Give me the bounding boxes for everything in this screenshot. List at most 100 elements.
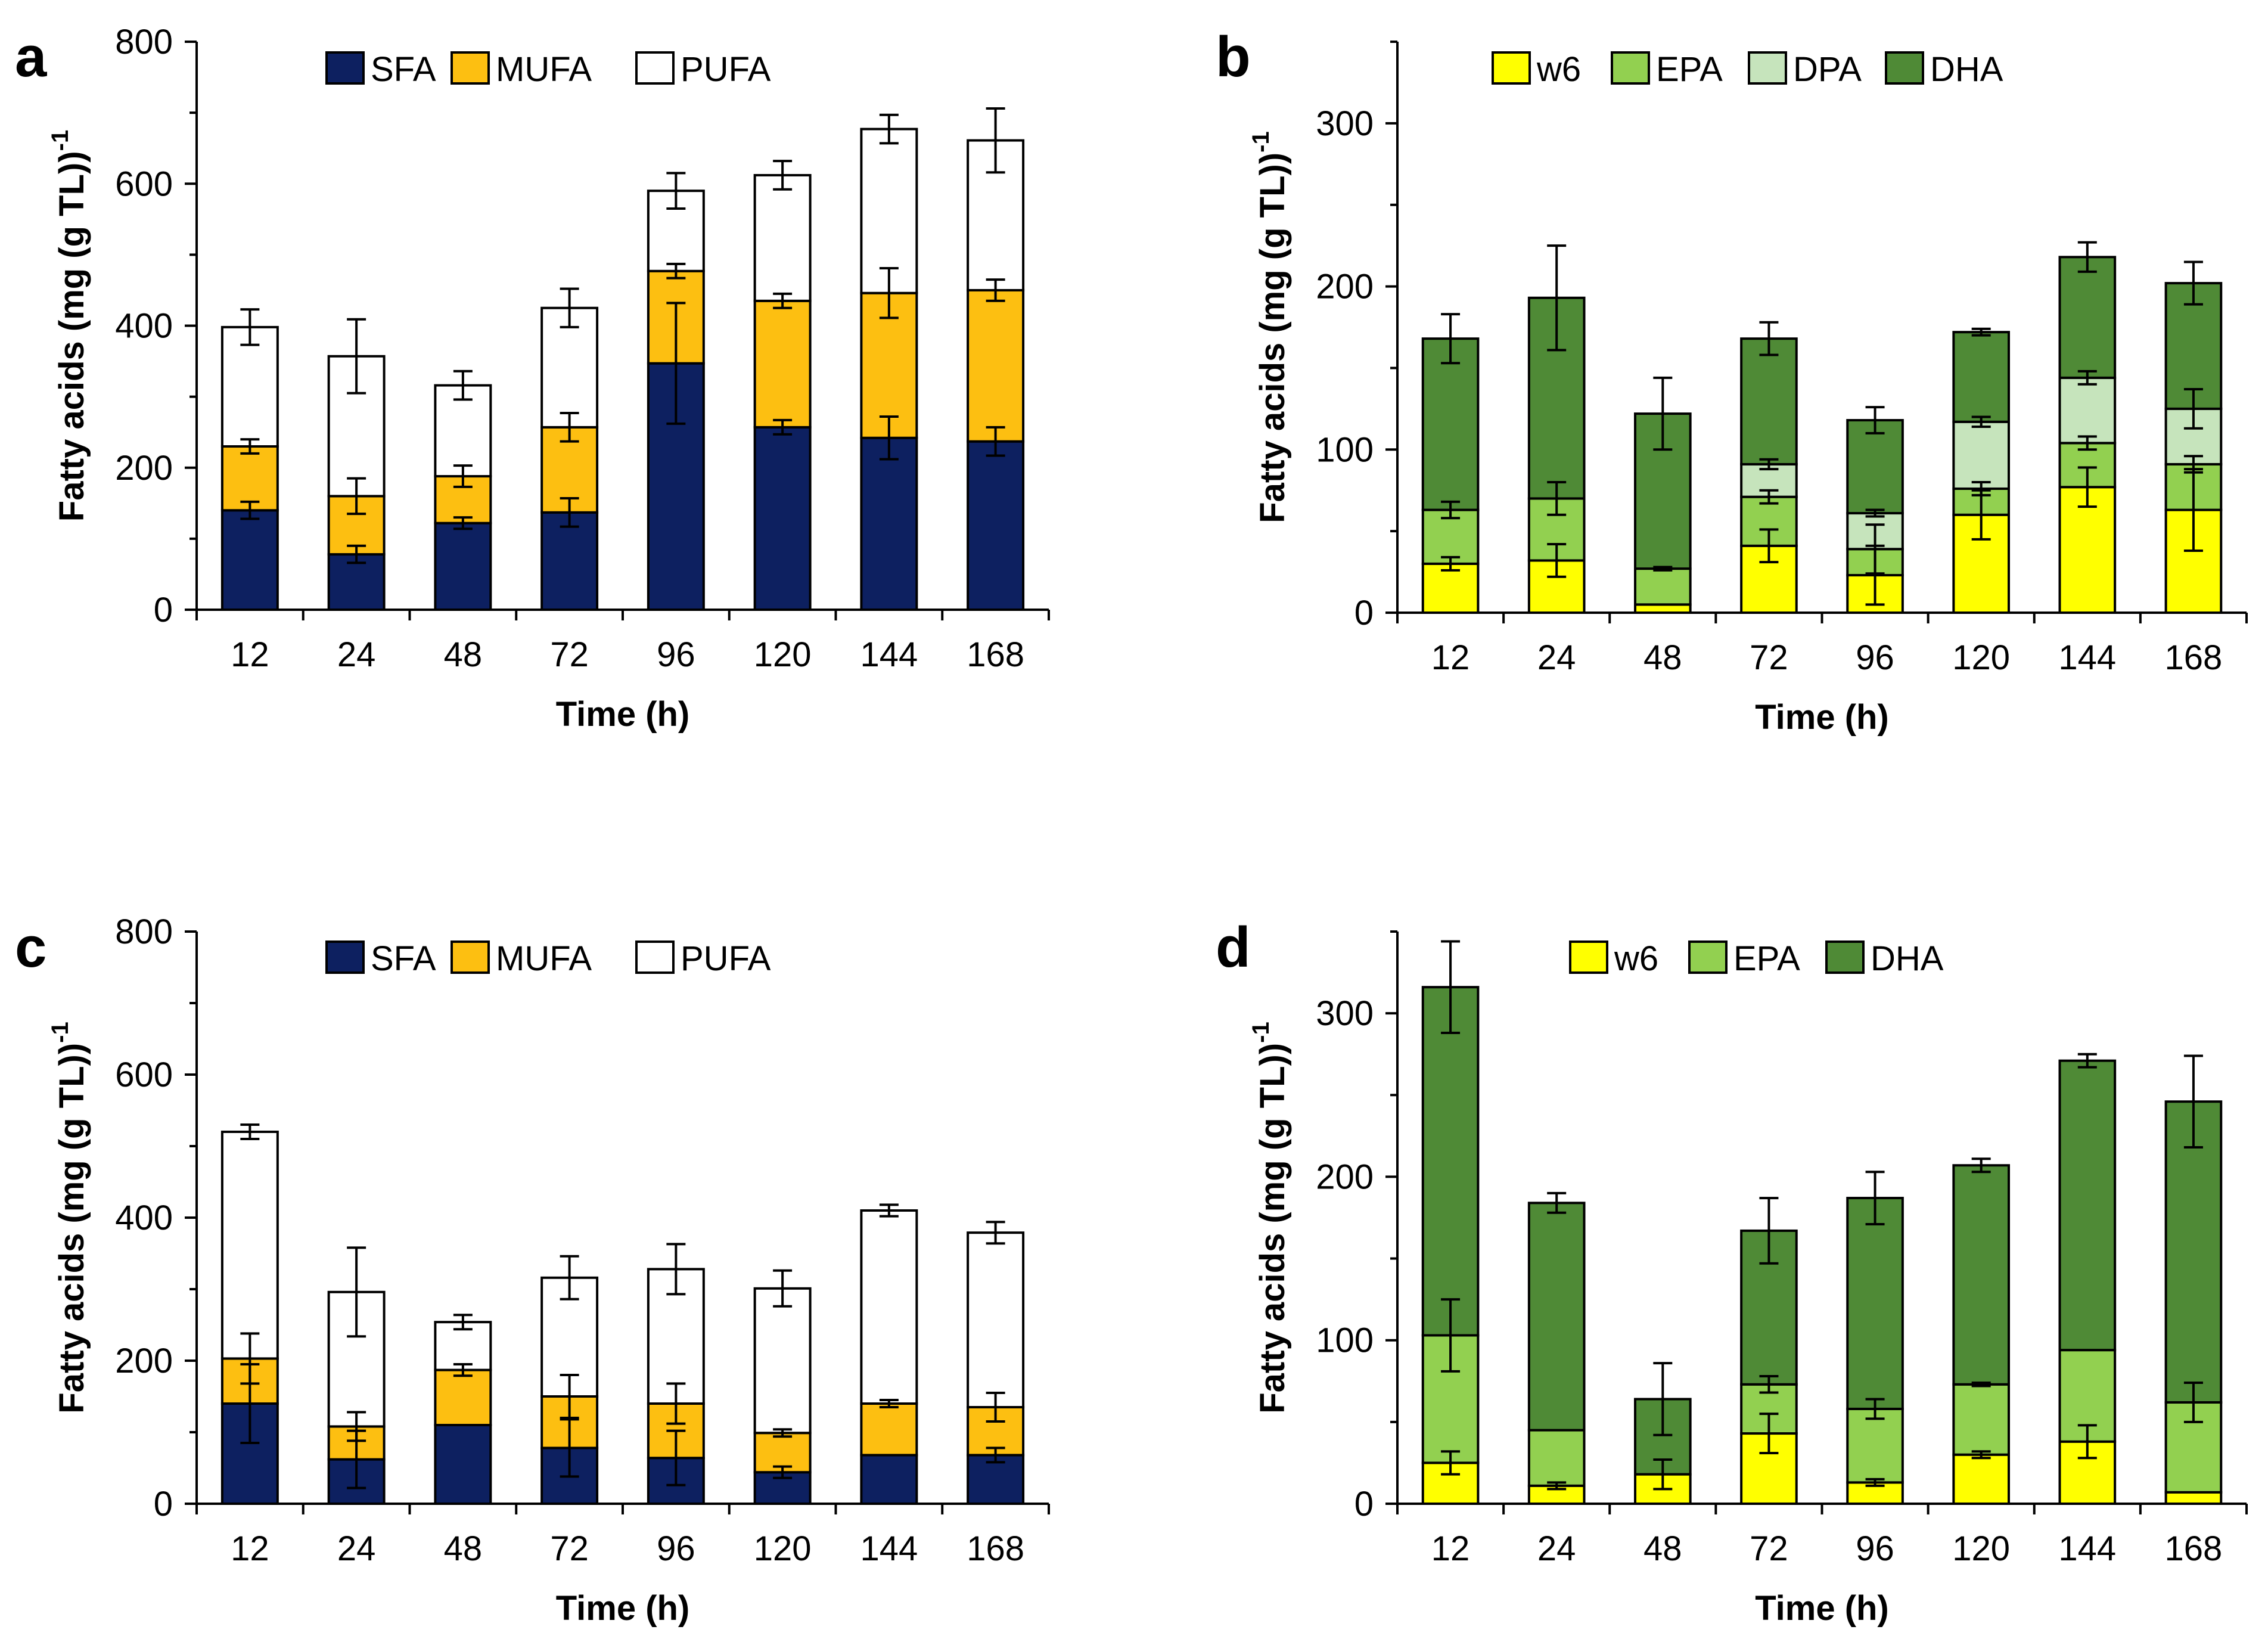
x-tick-label-d-144: 144 [2058, 1529, 2116, 1568]
x-tick-label-b-144: 144 [2058, 638, 2116, 677]
legend-label-c-sfa: SFA [371, 939, 436, 978]
legend-label-b-w6: w6 [1536, 50, 1581, 89]
bar-d-w6-168 [2164, 1491, 2223, 1506]
y-tick-label-a-0: 0 [154, 591, 173, 629]
x-tick-label-d-96: 96 [1856, 1529, 1894, 1568]
legend-swatch-d-w6 [1569, 940, 1608, 974]
x-tick-label-d-48: 48 [1643, 1529, 1682, 1568]
panel-letter-a: a [15, 25, 47, 89]
y-tick-label-d-1: 100 [1316, 1321, 1374, 1360]
y-axis-title-sup-c: -1 [47, 1022, 73, 1043]
x-tick-label-c-12: 12 [231, 1529, 269, 1568]
y-axis-title-c: Fatty acids (mg (g TL))-1 [47, 1022, 91, 1413]
bar-a-pufa-120 [753, 173, 812, 302]
legend-label-b-dha: DHA [1930, 50, 2003, 89]
panel-letter-c: c [15, 915, 46, 979]
x-tick-label-d-168: 168 [2165, 1529, 2223, 1568]
y-axis-title-main-c: Fatty acids (mg (g TL) [52, 1054, 91, 1414]
bar-b-w6-48 [1634, 603, 1692, 614]
bar-d-epa-24 [1527, 1429, 1586, 1487]
bar-d-dha-12 [1421, 986, 1480, 1337]
x-tick-label-a-144: 144 [860, 635, 918, 674]
y-axis-title-paren-d: ) [1253, 1043, 1292, 1054]
y-axis-title-main-b: Fatty acids (mg (g TL) [1253, 164, 1292, 523]
panel-letter-b: b [1216, 25, 1251, 89]
x-tick-label-d-72: 72 [1750, 1529, 1788, 1568]
legend-label-d-epa: EPA [1733, 939, 1800, 978]
y-tick-label-b-1: 100 [1316, 430, 1374, 469]
y-axis-title-main-a: Fatty acids (mg (g TL) [52, 163, 91, 522]
legend-label-a-sfa: SFA [371, 50, 436, 89]
y-tick-label-a-1: 200 [115, 449, 173, 488]
y-axis-title-sup-b: -1 [1248, 131, 1274, 153]
x-tick-label-a-72: 72 [550, 635, 589, 674]
x-tick-label-c-168: 168 [967, 1529, 1024, 1568]
x-tick-label-a-24: 24 [337, 635, 376, 674]
y-axis-title-b: Fatty acids (mg (g TL))-1 [1248, 131, 1292, 523]
x-tick-label-a-96: 96 [657, 635, 695, 674]
legend-label-c-mufa: MUFA [496, 939, 592, 978]
legend-swatch-d-epa [1688, 940, 1728, 974]
x-tick-label-d-12: 12 [1431, 1529, 1470, 1568]
bar-c-pufa-120 [753, 1287, 812, 1435]
y-axis-title-d: Fatty acids (mg (g TL))-1 [1248, 1022, 1292, 1413]
legend-label-c-pufa: PUFA [681, 939, 771, 978]
x-tick-label-b-48: 48 [1643, 638, 1682, 677]
bar-c-mufa-48 [434, 1368, 492, 1427]
legend-swatch-b-dha [1885, 51, 1924, 85]
legend-label-d-dha: DHA [1871, 939, 1944, 978]
legend-swatch-d-dha [1825, 940, 1865, 974]
bar-c-pufa-12 [220, 1131, 279, 1360]
bar-d-epa-120 [1952, 1383, 2010, 1456]
legend-swatch-a-pufa [635, 51, 675, 85]
bar-a-mufa-120 [753, 299, 812, 429]
bar-b-dha-12 [1421, 337, 1480, 511]
bar-b-dpa-144 [2058, 376, 2117, 445]
x-tick-label-c-96: 96 [657, 1529, 695, 1568]
x-axis-title-b: Time (h) [1755, 698, 1889, 737]
legend-swatch-b-w6 [1492, 51, 1531, 85]
panel-letter-d: d [1216, 915, 1251, 979]
y-axis-title-main-d: Fatty acids (mg (g TL) [1253, 1054, 1292, 1414]
legend-swatch-c-sfa [325, 940, 365, 974]
legend-label-b-epa: EPA [1656, 50, 1723, 89]
x-tick-label-b-168: 168 [2165, 638, 2223, 677]
x-tick-label-c-144: 144 [860, 1529, 918, 1568]
bar-c-pufa-144 [860, 1209, 918, 1405]
y-axis-title-a: Fatty acids (mg (g TL))-1 [47, 130, 91, 522]
bar-d-dha-120 [1952, 1164, 2010, 1386]
y-tick-label-c-0: 0 [154, 1485, 173, 1523]
bar-b-dha-96 [1846, 419, 1904, 515]
x-tick-label-b-120: 120 [1952, 638, 2010, 677]
x-tick-label-b-96: 96 [1856, 638, 1894, 677]
x-tick-label-b-72: 72 [1750, 638, 1788, 677]
y-axis-title-paren-a: ) [52, 151, 91, 162]
legend-swatch-a-sfa [325, 51, 365, 85]
bar-a-sfa-12 [220, 509, 279, 611]
bar-b-dpa-120 [1952, 420, 2010, 490]
legend-label-d-w6: w6 [1614, 939, 1658, 978]
x-tick-label-d-24: 24 [1537, 1529, 1576, 1568]
bar-d-dha-168 [2164, 1100, 2223, 1404]
y-tick-label-d-0: 0 [1354, 1485, 1374, 1523]
x-tick-label-c-72: 72 [550, 1529, 589, 1568]
bar-b-epa-48 [1634, 567, 1692, 606]
y-tick-label-a-2: 400 [115, 307, 173, 346]
y-tick-label-a-3: 600 [115, 164, 173, 203]
bar-b-dha-72 [1740, 337, 1798, 465]
x-tick-label-a-120: 120 [754, 635, 812, 674]
bar-a-pufa-12 [220, 325, 279, 448]
bar-c-mufa-144 [860, 1402, 918, 1457]
x-tick-label-a-12: 12 [231, 635, 269, 674]
bar-d-epa-96 [1846, 1407, 1904, 1484]
x-tick-label-b-12: 12 [1431, 638, 1470, 677]
y-tick-label-a-4: 800 [115, 23, 173, 61]
legend-swatch-b-epa [1611, 51, 1650, 85]
bar-b-dha-144 [2058, 256, 2117, 379]
y-tick-label-d-3: 300 [1316, 994, 1374, 1033]
legend-label-a-mufa: MUFA [496, 50, 592, 89]
bar-a-sfa-144 [860, 436, 918, 612]
x-axis-title-d: Time (h) [1755, 1589, 1889, 1628]
bar-a-sfa-48 [434, 522, 492, 611]
